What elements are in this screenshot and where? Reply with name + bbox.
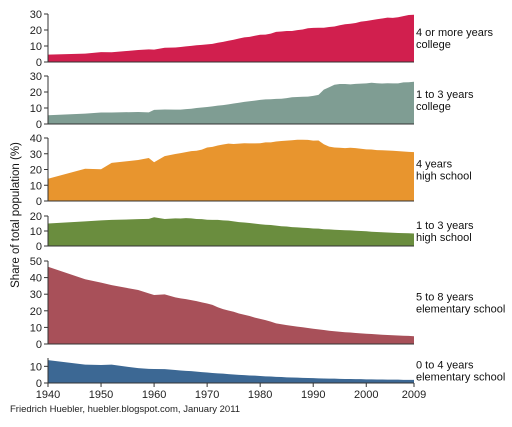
panel-3-y-tick-label: 40 — [30, 133, 42, 145]
panel-1-y-tick-label: 0 — [36, 57, 42, 69]
panel-5-y-tick-label: 50 — [30, 256, 42, 268]
panel-4-label: high school — [416, 232, 472, 244]
panel-4-label: 1 to 3 years — [416, 220, 474, 232]
panel-1-label: 4 or more years — [416, 27, 494, 39]
panel-1-y-tick-label: 10 — [30, 41, 42, 53]
panel-5-y-tick-label: 10 — [30, 322, 42, 334]
credit-text: Friedrich Huebler, huebler.blogspot.com,… — [10, 404, 240, 415]
x-tick-label: 2000 — [354, 389, 378, 401]
panel-2-y-tick-label: 20 — [30, 87, 42, 99]
panel-1-label: college — [416, 39, 451, 51]
panel-4-area — [48, 217, 414, 246]
y-axis-label: Share of total population (%) — [10, 142, 22, 288]
panel-6-area — [48, 360, 414, 383]
panel-5-label: elementary school — [416, 304, 505, 316]
panel-3-label: high school — [416, 171, 472, 183]
panel-5-label: 5 to 8 years — [416, 292, 474, 304]
x-tick-label: 2009 — [402, 389, 426, 401]
panel-4-y-tick-label: 0 — [36, 241, 42, 253]
panel-6-y-tick-label: 10 — [30, 361, 42, 373]
panel-5-y-tick-label: 40 — [30, 273, 42, 285]
panel-6-y-tick-label: 0 — [36, 378, 42, 390]
x-tick-label: 1940 — [36, 389, 60, 401]
panel-1-area — [48, 14, 414, 63]
x-tick-label: 1960 — [142, 389, 166, 401]
panel-2-label: college — [416, 101, 451, 113]
panel-2-y-tick-label: 10 — [30, 103, 42, 115]
panel-3-y-tick-label: 20 — [30, 165, 42, 177]
x-tick-label: 1970 — [195, 389, 219, 401]
panel-2-area — [48, 81, 414, 124]
panel-2-y-tick-label: 0 — [36, 119, 42, 131]
panel-1-y-tick-label: 30 — [30, 9, 42, 21]
panel-1-y-tick-label: 20 — [30, 25, 42, 37]
x-tick-label: 1980 — [248, 389, 272, 401]
panel-5-y-tick-label: 0 — [36, 339, 42, 351]
panel-3-label: 4 years — [416, 159, 453, 171]
panel-4-y-tick-label: 20 — [30, 211, 42, 223]
panel-3-area — [48, 139, 414, 201]
panel-5-area — [48, 266, 414, 344]
panel-2-y-tick-label: 30 — [30, 71, 42, 83]
panel-3-y-tick-label: 0 — [36, 196, 42, 208]
x-axis: 1940 1950 1960 1970 1980 1990 2000 2009 — [36, 383, 426, 401]
panel-3-y-tick-label: 10 — [30, 180, 42, 192]
x-tick-label: 1950 — [89, 389, 113, 401]
panel-2-label: 1 to 3 years — [416, 89, 474, 101]
panel-3-y-tick-label: 30 — [30, 149, 42, 161]
panel-4-y-tick-label: 10 — [30, 226, 42, 238]
panel-5-y-tick-label: 30 — [30, 289, 42, 301]
x-tick-label: 1990 — [301, 389, 325, 401]
panel-5-y-tick-label: 20 — [30, 306, 42, 318]
panel-6-label: elementary school — [416, 372, 505, 384]
panel-6-label: 0 to 4 years — [416, 360, 474, 372]
